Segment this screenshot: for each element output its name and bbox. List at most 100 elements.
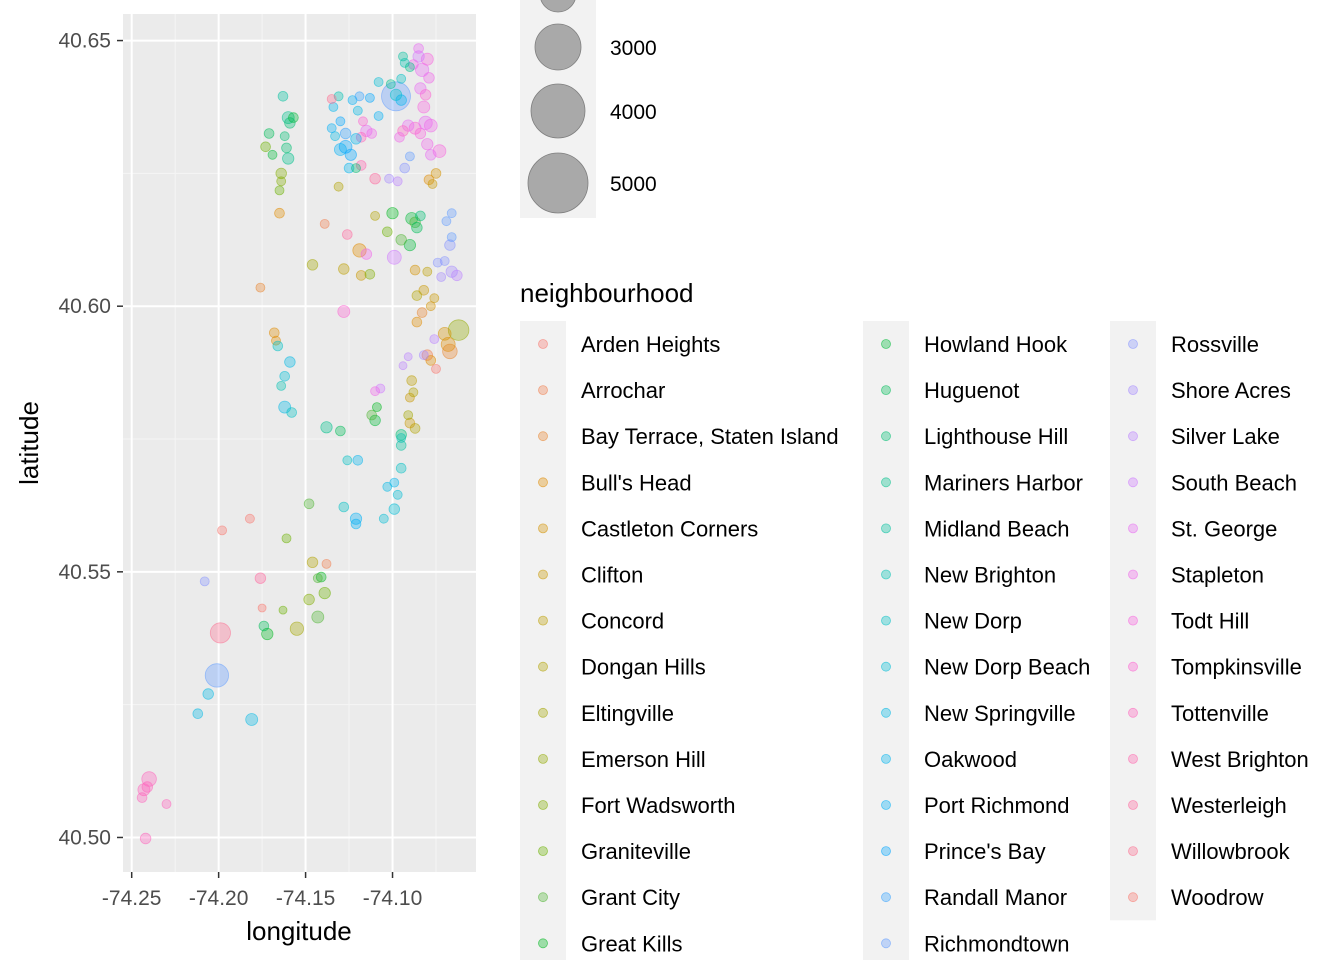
data-point	[422, 266, 433, 277]
color-legend-label: Clifton	[581, 563, 643, 588]
color-legend-label: Concord	[581, 609, 664, 634]
color-legend-key-background	[1110, 321, 1156, 921]
data-point	[318, 586, 331, 600]
color-legend-swatch	[881, 800, 891, 810]
data-point	[381, 226, 393, 238]
color-legend-label: Willowbrook	[1171, 839, 1291, 864]
data-point	[303, 498, 315, 510]
color-legend-label: Great Kills	[581, 931, 682, 956]
data-point	[279, 131, 290, 142]
data-point	[444, 239, 456, 251]
data-point	[341, 229, 353, 240]
color-legend-label: Midland Beach	[924, 516, 1070, 541]
data-point	[439, 256, 450, 266]
color-legend-label: Graniteville	[581, 839, 691, 864]
data-point	[274, 185, 285, 196]
data-point	[358, 116, 368, 127]
y-axis-ticks: 40.50 40.55 40.60 40.65	[58, 30, 123, 849]
color-legend-swatch	[1128, 707, 1138, 718]
data-point	[436, 272, 447, 282]
data-point	[274, 207, 285, 219]
data-point	[396, 433, 407, 443]
plot-panel	[123, 14, 476, 872]
data-point	[375, 383, 386, 394]
data-point	[192, 708, 204, 719]
data-point	[333, 143, 347, 156]
data-point	[141, 781, 154, 793]
data-point	[396, 73, 407, 84]
data-point	[421, 349, 434, 361]
data-point	[352, 243, 367, 258]
color-legend-swatch	[881, 385, 891, 396]
data-point	[319, 218, 330, 229]
data-point	[254, 572, 267, 584]
data-point	[399, 162, 411, 174]
data-point	[320, 421, 333, 434]
color-legend-swatch	[1128, 846, 1138, 856]
data-point	[441, 216, 452, 227]
color-legend-swatch	[1128, 523, 1138, 534]
color-legend-label: Castleton Corners	[581, 516, 758, 541]
data-point	[423, 118, 438, 133]
data-point	[352, 454, 364, 466]
color-legend-label: Rossville	[1171, 332, 1259, 357]
data-point	[360, 248, 373, 260]
data-point	[446, 208, 457, 219]
data-point	[267, 149, 278, 160]
data-point	[276, 176, 287, 187]
x-tick-label: -74.20	[189, 887, 249, 910]
data-point	[338, 263, 350, 275]
data-point	[386, 249, 402, 265]
data-point	[398, 51, 408, 62]
color-legend-label: Mariners Harbor	[924, 470, 1083, 495]
color-legend-swatch	[1128, 754, 1138, 764]
data-point	[425, 355, 437, 366]
size-legend-label: 4000	[610, 101, 657, 124]
data-point	[403, 352, 413, 362]
data-point	[416, 307, 428, 318]
data-point	[284, 356, 296, 368]
data-point	[404, 151, 415, 162]
color-legend-label: Bay Terrace, Staten Island	[581, 424, 839, 449]
data-point	[386, 207, 399, 220]
data-point	[369, 172, 381, 185]
data-point	[408, 387, 419, 398]
data-point	[204, 663, 229, 688]
data-point	[288, 112, 299, 123]
data-point	[398, 361, 408, 371]
color-legend-swatch	[881, 615, 891, 626]
color-legend-swatch	[881, 661, 891, 672]
color-legend-swatch	[538, 892, 548, 903]
color-legend-label: New Brighton	[924, 563, 1056, 588]
data-point	[421, 138, 434, 151]
data-point	[289, 621, 304, 636]
color-legend-label: Todt Hill	[1171, 609, 1249, 634]
color-legend-swatch	[881, 569, 891, 580]
data-point	[311, 610, 325, 624]
color-legend-swatch	[1128, 569, 1138, 580]
color-legend-swatch	[538, 339, 548, 349]
data-point	[413, 43, 424, 54]
data-point	[306, 259, 319, 271]
data-point	[417, 100, 431, 114]
color-legend-swatch	[881, 523, 891, 534]
color-legend-label: New Springville	[924, 701, 1076, 726]
data-point	[366, 409, 378, 421]
data-point	[161, 799, 172, 809]
data-point	[425, 149, 437, 161]
color-legend-label: Shore Acres	[1171, 378, 1291, 403]
data-point	[382, 481, 393, 492]
data-point	[255, 282, 266, 293]
data-point	[431, 363, 441, 374]
data-point	[321, 559, 332, 569]
data-point	[351, 163, 361, 174]
color-legend-swatch	[1128, 661, 1138, 672]
color-legend-swatch	[881, 339, 891, 349]
data-point	[276, 380, 287, 391]
data-point	[312, 573, 323, 584]
data-point	[395, 440, 407, 451]
color-legend-label: Howland Hook	[924, 332, 1068, 357]
color-legend-swatch	[881, 477, 891, 488]
color-legend-swatch	[538, 615, 548, 626]
data-point	[447, 319, 470, 341]
